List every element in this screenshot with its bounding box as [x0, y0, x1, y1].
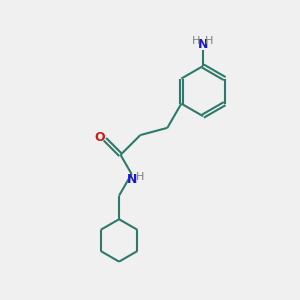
Text: N: N: [198, 38, 208, 51]
Text: N: N: [126, 173, 137, 186]
Text: O: O: [94, 131, 105, 144]
Text: H: H: [192, 36, 201, 46]
Text: H: H: [205, 36, 214, 46]
Text: H: H: [136, 172, 145, 182]
